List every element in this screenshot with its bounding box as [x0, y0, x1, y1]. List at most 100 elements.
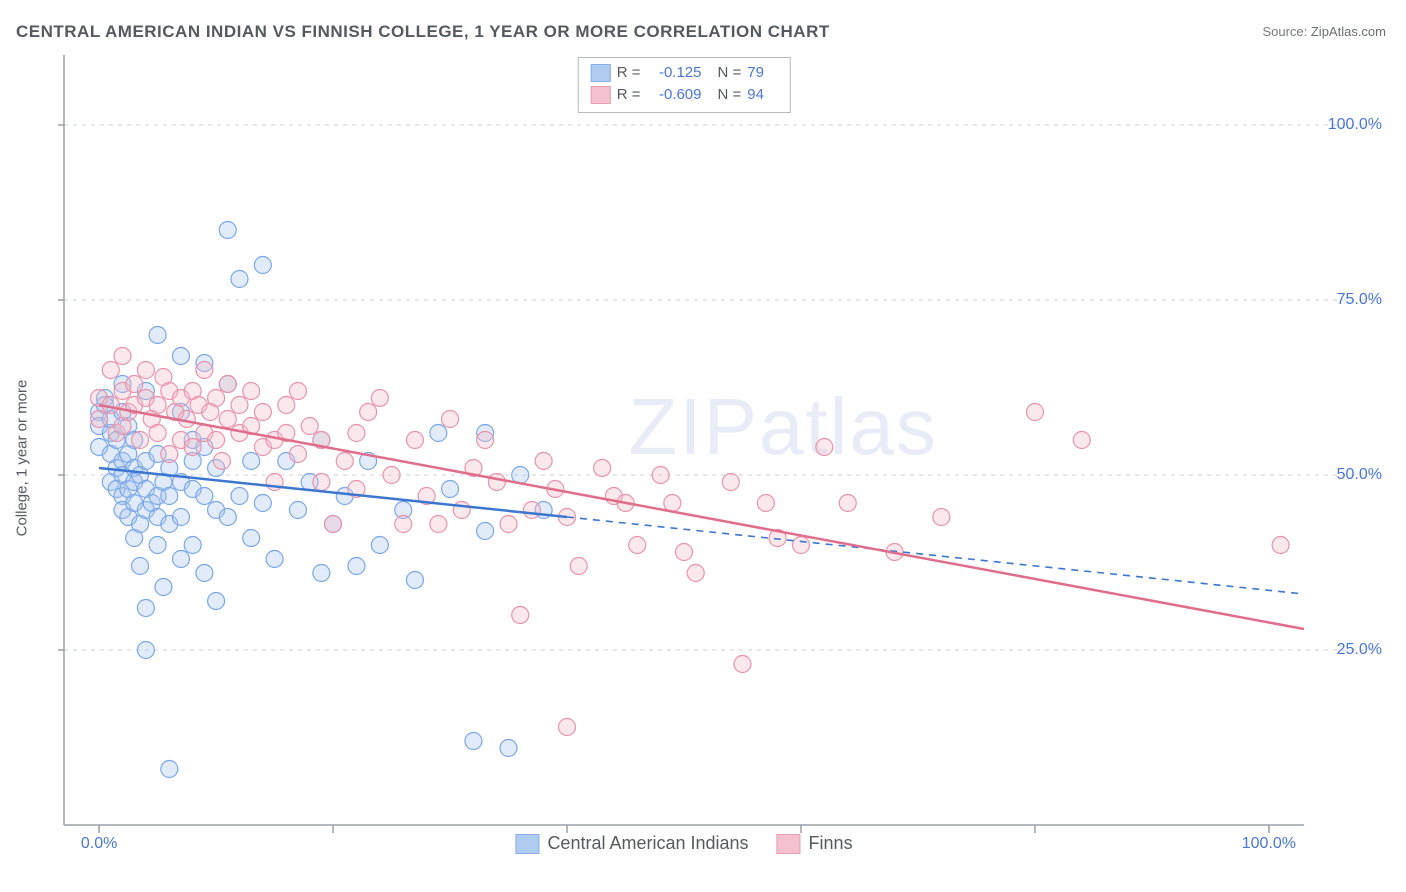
data-point-cai: [465, 733, 482, 750]
stats-n-value-finns: 94: [747, 84, 777, 106]
data-point-cai: [289, 502, 306, 519]
data-point-finns: [219, 411, 236, 428]
data-point-finns: [664, 495, 681, 512]
source-link[interactable]: ZipAtlas.com: [1311, 24, 1386, 39]
data-point-cai: [172, 509, 189, 526]
data-point-finns: [570, 558, 587, 575]
legend-swatch-finns: [777, 834, 801, 854]
data-point-finns: [137, 362, 154, 379]
legend-label-cai: Central American Indians: [547, 833, 748, 854]
data-point-finns: [231, 397, 248, 414]
data-point-finns: [289, 383, 306, 400]
source-prefix: Source:: [1262, 24, 1310, 39]
stats-swatch-cai: [591, 64, 611, 82]
data-point-finns: [289, 446, 306, 463]
data-point-cai: [219, 509, 236, 526]
data-point-finns: [196, 362, 213, 379]
data-point-cai: [348, 558, 365, 575]
data-point-finns: [184, 439, 201, 456]
data-point-cai: [231, 271, 248, 288]
data-point-finns: [1026, 404, 1043, 421]
data-point-cai: [149, 327, 166, 344]
data-point-finns: [1073, 432, 1090, 449]
data-point-cai: [132, 558, 149, 575]
data-point-cai: [477, 523, 494, 540]
data-point-finns: [254, 404, 271, 421]
legend-item-cai: Central American Indians: [515, 833, 748, 854]
data-point-finns: [676, 544, 693, 561]
data-point-finns: [161, 446, 178, 463]
data-point-finns: [149, 425, 166, 442]
data-point-cai: [243, 530, 260, 547]
data-point-cai: [254, 257, 271, 274]
data-point-cai: [161, 761, 178, 778]
stats-r-label: R =: [617, 62, 641, 84]
data-point-finns: [91, 411, 108, 428]
data-point-cai: [430, 425, 447, 442]
data-point-finns: [208, 390, 225, 407]
stats-n-value-cai: 79: [747, 62, 777, 84]
y-tick-label: 50.0%: [1337, 466, 1382, 484]
data-point-cai: [208, 593, 225, 610]
data-point-finns: [687, 565, 704, 582]
data-point-finns: [208, 432, 225, 449]
data-point-finns: [839, 495, 856, 512]
data-point-finns: [453, 502, 470, 519]
data-point-finns: [757, 495, 774, 512]
stats-r-value-finns: -0.609: [647, 84, 702, 106]
data-point-finns: [442, 411, 459, 428]
data-point-cai: [219, 222, 236, 239]
data-point-cai: [184, 537, 201, 554]
data-point-finns: [1272, 537, 1289, 554]
data-point-finns: [933, 509, 950, 526]
x-tick-label: 0.0%: [81, 835, 117, 853]
data-point-finns: [371, 390, 388, 407]
source-attribution: Source: ZipAtlas.com: [1262, 24, 1386, 39]
data-point-finns: [132, 432, 149, 449]
watermark: ZIPatlas: [628, 382, 937, 471]
stats-swatch-finns: [591, 86, 611, 104]
data-point-finns: [325, 516, 342, 533]
y-tick-label: 100.0%: [1328, 116, 1382, 134]
chart-container: College, 1 year or more ZIPatlas 25.0%50…: [16, 55, 1390, 860]
chart-title: CENTRAL AMERICAN INDIAN VS FINNISH COLLE…: [16, 22, 830, 42]
correlation-stats-box: R = -0.125 N =79R = -0.609 N =94: [578, 57, 791, 113]
data-point-finns: [126, 376, 143, 393]
data-point-finns: [149, 397, 166, 414]
data-point-cai: [313, 565, 330, 582]
data-point-cai: [149, 537, 166, 554]
data-point-cai: [371, 537, 388, 554]
y-tick-label: 75.0%: [1337, 291, 1382, 309]
data-point-finns: [395, 516, 412, 533]
data-point-finns: [360, 404, 377, 421]
data-point-finns: [652, 467, 669, 484]
stats-row-finns: R =-0.609N =94: [591, 84, 778, 106]
series-legend: Central American IndiansFinns: [515, 833, 852, 854]
data-point-finns: [816, 439, 833, 456]
data-point-finns: [629, 537, 646, 554]
stats-r-value-cai: -0.125: [647, 62, 702, 84]
data-point-finns: [102, 362, 119, 379]
data-point-finns: [477, 432, 494, 449]
data-point-finns: [114, 348, 131, 365]
data-point-finns: [219, 376, 236, 393]
data-point-finns: [535, 453, 552, 470]
x-tick-label: 100.0%: [1242, 835, 1296, 853]
data-point-finns: [500, 516, 517, 533]
data-point-cai: [155, 579, 172, 596]
data-point-finns: [336, 453, 353, 470]
stats-n-label: N =: [718, 62, 742, 84]
data-point-finns: [559, 719, 576, 736]
data-point-cai: [442, 481, 459, 498]
data-point-cai: [231, 488, 248, 505]
data-point-finns: [523, 502, 540, 519]
stats-n-label: N =: [718, 84, 742, 106]
data-point-finns: [348, 425, 365, 442]
y-tick-label: 25.0%: [1337, 641, 1382, 659]
data-point-finns: [406, 432, 423, 449]
data-point-finns: [488, 474, 505, 491]
stats-row-cai: R = -0.125 N =79: [591, 62, 778, 84]
data-point-finns: [383, 467, 400, 484]
data-point-finns: [512, 607, 529, 624]
data-point-cai: [406, 572, 423, 589]
